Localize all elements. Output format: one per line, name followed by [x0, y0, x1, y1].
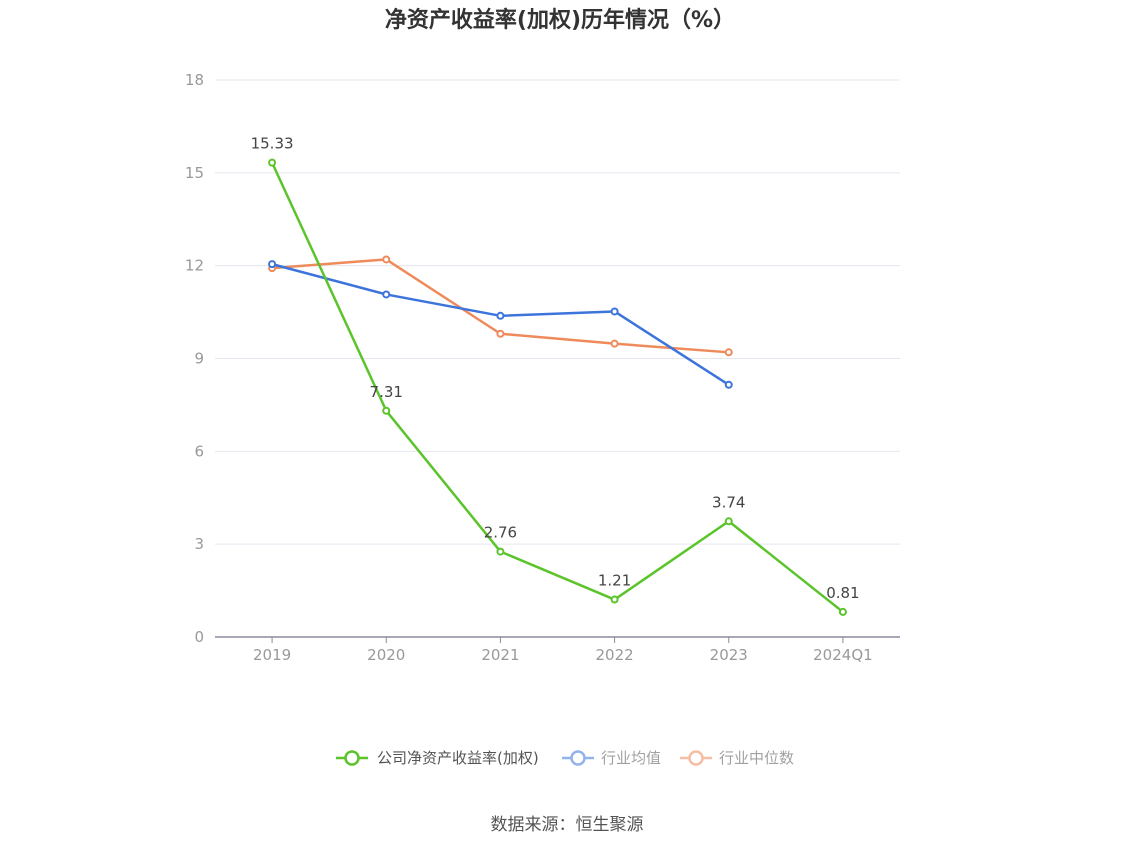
legend-label: 行业均值 — [601, 749, 661, 767]
legend-marker — [344, 750, 360, 766]
data-label: 15.33 — [251, 135, 294, 153]
data-label: 1.21 — [598, 572, 631, 590]
data-point[interactable] — [724, 380, 733, 389]
legend-label: 行业中位数 — [719, 749, 794, 767]
x-tick-label: 2023 — [710, 646, 748, 664]
data-label: 7.31 — [370, 383, 403, 401]
x-tick-label: 2022 — [595, 646, 633, 664]
data-point[interactable] — [610, 595, 619, 604]
axis-layer: 0 3 6 9 12 15 18 2019 2020 2021 2022 2023 2024Q1 — [185, 71, 900, 664]
legend-item-2[interactable]: 行业中位数 — [680, 749, 794, 767]
data-point[interactable] — [496, 329, 505, 338]
y-tick-label: 9 — [194, 350, 204, 368]
data-point[interactable] — [268, 260, 277, 269]
series-line-2 — [271, 258, 729, 354]
legend-label: 公司净资产收益率(加权) — [377, 749, 539, 767]
data-point[interactable] — [382, 290, 391, 299]
series-line-0 — [270, 162, 844, 613]
series-line-1 — [271, 262, 730, 386]
legend-item-0[interactable]: 公司净资产收益率(加权) — [336, 749, 539, 767]
data-point[interactable] — [496, 547, 505, 556]
data-label-layer: 15.33 7.31 2.76 1.21 3.74 0.81 — [251, 135, 860, 602]
y-tick-label: 6 — [194, 442, 204, 460]
x-tick-label: 2019 — [253, 646, 291, 664]
x-tick-label: 2020 — [367, 646, 405, 664]
y-tick-label: 12 — [185, 257, 204, 275]
y-tick-label: 3 — [194, 535, 204, 553]
data-point[interactable] — [496, 311, 505, 320]
chart-title: 净资产收益率(加权)历年情况（%） — [385, 7, 735, 33]
legend-item-1[interactable]: 行业均值 — [562, 749, 661, 767]
data-point[interactable] — [610, 339, 619, 348]
x-tick-label: 2024Q1 — [813, 646, 873, 664]
y-tick-label: 18 — [185, 71, 204, 89]
series-layer — [268, 158, 847, 616]
data-point[interactable] — [382, 255, 391, 264]
legend-marker — [570, 750, 586, 766]
legend[interactable]: 公司净资产收益率(加权) 行业均值 行业中位数 — [336, 749, 794, 767]
data-point[interactable] — [724, 517, 733, 526]
data-label: 3.74 — [712, 493, 745, 511]
y-tick-label: 15 — [185, 164, 204, 182]
data-label: 0.81 — [826, 584, 859, 602]
data-point[interactable] — [610, 307, 619, 316]
grid-layer — [215, 79, 900, 545]
data-point[interactable] — [268, 158, 277, 167]
data-label: 2.76 — [484, 524, 517, 542]
legend-marker — [688, 750, 704, 766]
x-tick-label: 2021 — [481, 646, 519, 664]
y-tick-label: 0 — [194, 628, 204, 646]
data-point[interactable] — [838, 607, 847, 616]
data-point[interactable] — [724, 348, 733, 357]
data-point[interactable] — [382, 406, 391, 415]
source-text: 数据来源：恒生聚源 — [491, 815, 644, 835]
